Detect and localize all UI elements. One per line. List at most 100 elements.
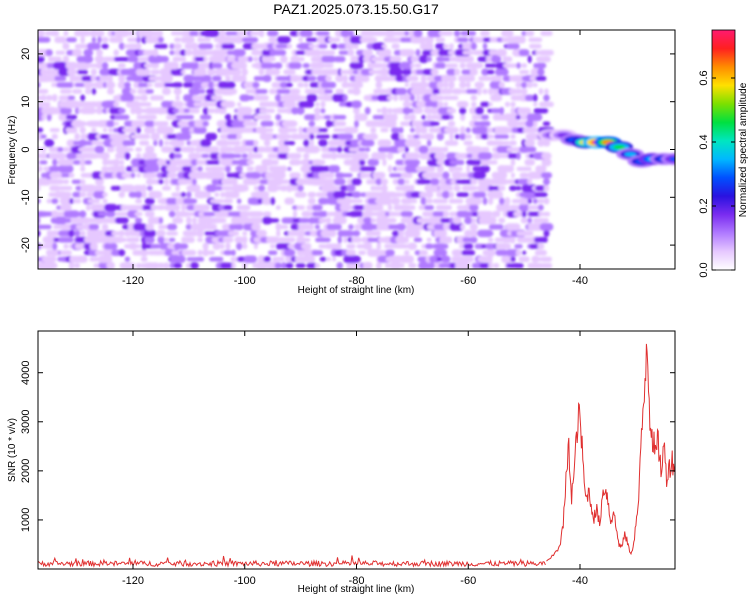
- spectrogram-cell-1218: [99, 134, 111, 139]
- spectrogram-cell-139: [197, 249, 203, 256]
- spectrogram-cell-1249: [390, 132, 401, 141]
- spectrogram-cell-1715: [349, 81, 364, 89]
- spectrogram-cell-1245: [337, 133, 354, 140]
- spectrogram-cell-887: [322, 172, 335, 179]
- spectrogram-cell-82: [243, 255, 258, 263]
- spectrogram-cell-1357: [243, 120, 258, 127]
- spectrogram-cell-1853: [454, 68, 461, 76]
- spectrogram-cell-769: [438, 185, 454, 191]
- spectrogram-cell-926: [151, 165, 160, 173]
- spectrogram-cell-1555: [533, 102, 538, 107]
- spectrogram-cell-286: [426, 237, 432, 243]
- spectrogram-cell-734: [133, 184, 144, 192]
- spectrogram-cell-1114: [194, 146, 206, 153]
- spectrogram-cell-1072: [386, 152, 394, 160]
- spectrogram-cell-93: [332, 257, 337, 262]
- spectrogram-cell-1615: [533, 93, 538, 102]
- spectrogram-cell-313: [119, 229, 125, 237]
- spectrogram-cell-2056: [173, 43, 182, 50]
- spectrogram-cell-114: [510, 256, 516, 262]
- spectrogram-cell-975: [84, 160, 92, 165]
- spectrogram-cell-1088: [516, 151, 521, 160]
- spectrogram-cell-1807: [99, 68, 111, 76]
- spectrogram-cell-1183: [283, 140, 296, 146]
- spectrogram-cell-1533: [282, 101, 297, 108]
- spectrogram-cell-932: [197, 166, 203, 172]
- spectrogram-cell-57: [513, 263, 524, 269]
- spectrogram-cell-2141: [435, 37, 445, 43]
- spectrogram-cell-1997: [173, 49, 182, 56]
- spectrogram-cell-680: [118, 191, 126, 198]
- spectrogram-cell-1880: [189, 62, 200, 70]
- spectrogram-cell-770: [453, 184, 461, 192]
- spectrogram-cell-1724: [448, 81, 455, 89]
- spectrogram-cell-637: [284, 197, 295, 205]
- spectrogram-cell-252: [157, 235, 165, 244]
- spectrogram-cell-187: [128, 242, 138, 250]
- spectrogram-cell-131: [139, 249, 149, 257]
- spectrogram-cell-1420: [426, 114, 433, 121]
- spectrogram-cell-171: [515, 249, 522, 257]
- spectrogram-cell-300: [533, 237, 548, 243]
- spectrogram-cell-323: [196, 229, 205, 238]
- spectrogram-cell-274: [343, 236, 348, 244]
- spectrogram-cell-1674: [538, 88, 544, 95]
- spectrogram-cell-1000: [246, 160, 254, 165]
- spectrogram-cell-1488: [431, 107, 439, 115]
- spectrogram-cell-254: [169, 237, 176, 242]
- spectrogram-cell-548: [513, 211, 524, 217]
- spectrogram-cell-1685: [102, 81, 108, 89]
- spectrogram-cell-818: [321, 178, 336, 185]
- spectrogram-cell-1212: [40, 134, 47, 139]
- spectrogram-cell-473: [440, 218, 452, 223]
- spectrogram-cell-1230: [205, 132, 218, 141]
- spectrogram-cell-1366: [333, 121, 347, 127]
- spectrogram-cell-608: [518, 203, 530, 212]
- spectrogram-cell-735: [141, 184, 147, 193]
- spectrogram-cell-714: [441, 190, 450, 199]
- spectrogram-cell-128: [111, 249, 122, 257]
- spectrogram-cell-1209: [537, 139, 545, 147]
- spectrogram-cell-217: [393, 244, 409, 249]
- spectrogram-cell-2069: [286, 43, 293, 49]
- spectrogram-cell-1871: [101, 61, 109, 70]
- spectrogram-cell-109: [462, 256, 474, 263]
- spectrogram-cell-584: [312, 204, 323, 211]
- spectrogram-cell-1282: [136, 126, 141, 134]
- spectrogram-cell-2087: [449, 43, 454, 50]
- spectrogram-cell-2102: [101, 36, 109, 43]
- spectrogram-cell-483: [527, 217, 533, 224]
- spectrogram-cell-1690: [137, 82, 151, 88]
- spectrogram-cell-915: [48, 165, 61, 172]
- spectrogram-cell-595: [402, 204, 412, 211]
- spectrogram-cell-1107: [135, 147, 142, 152]
- spectrogram-cell-2019: [347, 49, 355, 57]
- spectrogram-cell-387: [251, 223, 261, 231]
- spectrogram-cell-349: [433, 229, 448, 238]
- spectrogram-cell-624: [166, 197, 178, 205]
- spectrogram-cell-1599: [399, 94, 404, 101]
- spectrogram-cell-1912: [475, 63, 484, 68]
- spectrogram-cell-1225: [138, 134, 151, 140]
- spectrogram-cell-1142: [418, 145, 429, 154]
- spectrogram-cell-700: [333, 190, 347, 199]
- spectrogram-cell-960: [466, 164, 471, 173]
- spectrogram-cell-2086: [442, 44, 449, 49]
- spectrogram-cell-466: [383, 217, 397, 223]
- spectrogram-cell-491: [53, 211, 67, 217]
- spectrogram-cell-744: [221, 185, 235, 191]
- spectrogram-cell-288: [439, 236, 453, 244]
- spectrogram-cell-1847: [401, 69, 412, 75]
- spectrogram-cell-1427: [481, 114, 489, 120]
- spectrogram-cell-401: [376, 223, 393, 231]
- spectrogram-cell-894: [389, 173, 403, 178]
- spectrogram-cell-1757: [225, 75, 231, 82]
- spectrogram-cell-1558: [41, 94, 47, 102]
- spectrogram-cell-1229: [175, 133, 192, 141]
- spectrogram-cell-1582: [274, 94, 282, 102]
- spectrogram-cell-1172: [186, 140, 192, 146]
- x-tick-label: -80: [349, 575, 365, 587]
- spectrogram-cell-1013: [382, 158, 387, 167]
- spectrogram-cell-1550: [471, 101, 477, 108]
- spectrogram-cell-1121: [257, 146, 266, 153]
